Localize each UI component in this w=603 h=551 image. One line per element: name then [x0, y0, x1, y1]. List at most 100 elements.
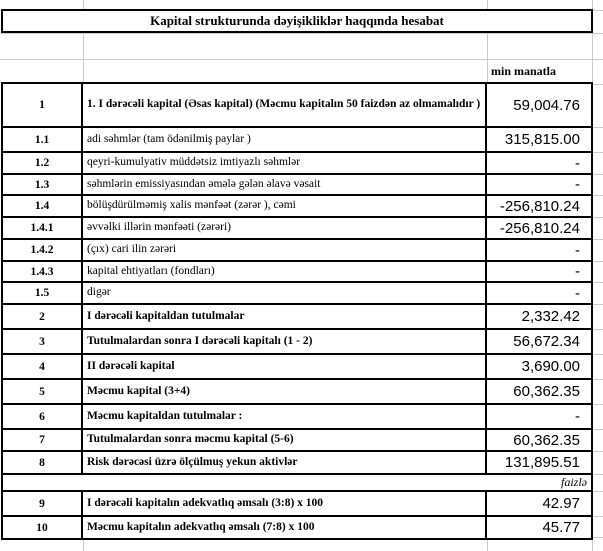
row-value-cell[interactable]: - — [575, 176, 580, 193]
row-label-cell[interactable]: Məcmu kapitalın adekvatlıq əmsalı (7:8) … — [83, 517, 487, 538]
gridline — [592, 84, 603, 85]
gridline-stub — [592, 305, 603, 330]
table-row: 10 Məcmu kapitalın adekvatlıq əmsalı (7:8… — [3, 517, 591, 538]
row-value-cell[interactable]: -256,810.24 — [499, 219, 580, 237]
row-value-cell[interactable]: 3,690.00 — [521, 358, 580, 375]
table-row: 7 Tutulmalardan sonra məcmu kapital (5-6)… — [3, 430, 591, 452]
row-label-cell[interactable]: Tutulmalardan sonra məcmu kapital (5-6) — [83, 430, 487, 450]
row-number-cell[interactable]: 6 — [3, 405, 83, 428]
gridline-stub — [592, 196, 603, 218]
row-label-cell[interactable]: adi səhmlər (tam ödənilmiş paylar ) — [83, 128, 487, 151]
row-number-cell[interactable]: 1.4 — [3, 196, 83, 216]
row-label-cell[interactable]: əvvəlki illərin mənfəəti (zərəri) — [83, 218, 487, 238]
gridline-stub — [592, 405, 603, 430]
table-row: 8 Risk dərəcəsi üzrə ölçülmuş yekun aktiv… — [3, 452, 591, 475]
row-label-cell[interactable]: I dərəcəli kapitaldan tutulmalar — [83, 305, 487, 328]
table-row: 1.4 bölüşdürülməmiş xalis mənfəət (zərər … — [3, 196, 591, 218]
row-number-cell[interactable]: 9 — [3, 492, 83, 515]
row-number-cell[interactable]: 10 — [3, 517, 83, 538]
row-value-cell[interactable]: 2,332.42 — [521, 308, 580, 325]
gridline-stub — [592, 380, 603, 405]
row-value-cell[interactable]: - — [575, 154, 580, 172]
row-number-cell[interactable]: 1.4.2 — [3, 240, 83, 260]
gridline-stub — [592, 517, 603, 538]
gridline-stub — [592, 153, 603, 175]
row-number-cell[interactable]: 2 — [3, 305, 83, 328]
row-label-cell[interactable]: bölüşdürülməmiş xalis mənfəət (zərər ), … — [83, 196, 487, 216]
row-label-cell[interactable]: qeyri-kumulyativ müddətsiz imtiyazlı səh… — [83, 153, 487, 173]
row-label-cell[interactable]: I dərəcəli kapitalın adekvatlıq əmsalı (… — [83, 492, 487, 515]
gridline-stub — [592, 84, 603, 128]
gridline-stub — [592, 330, 603, 355]
gridline-stub — [592, 262, 603, 283]
table-row: 3 Tutulmalardan sonra I dərəcəli kapitalı… — [3, 330, 591, 355]
row-label-cell[interactable]: digər — [83, 283, 487, 303]
gridline-stub — [592, 175, 603, 196]
percent-unit-row[interactable]: faizlə — [3, 475, 591, 492]
report-title: Kapital strukturunda dəyişikliklər haqqı… — [150, 13, 444, 28]
gridline-stub-column — [592, 84, 603, 538]
row-number-cell[interactable]: 1.3 — [3, 175, 83, 194]
gridline-stub — [592, 240, 603, 262]
row-value-cell[interactable]: - — [575, 284, 580, 302]
row-number-cell[interactable]: 1.2 — [3, 153, 83, 173]
table-row: 5 Məcmu kapital (3+4) 60,362.35 — [3, 380, 591, 405]
row-value-cell[interactable]: - — [575, 263, 580, 280]
row-number-cell[interactable]: 7 — [3, 430, 83, 450]
row-value-cell[interactable]: 315,815.00 — [504, 131, 580, 148]
gridline-stub — [592, 218, 603, 240]
row-label-cell[interactable]: kapital ehtiyatları (fondları) — [83, 262, 487, 281]
row-number-cell[interactable]: 8 — [3, 452, 83, 473]
gridline-stub — [592, 492, 603, 517]
row-value-cell[interactable]: 60,362.35 — [513, 431, 580, 449]
row-value-cell[interactable]: 59,004.76 — [513, 96, 580, 114]
row-label-cell[interactable]: Məcmu kapitaldan tutulmalar : — [83, 405, 487, 428]
gridline-stub — [592, 355, 603, 380]
row-number-cell[interactable]: 4 — [3, 355, 83, 378]
row-value-cell[interactable]: 60,362.35 — [513, 383, 580, 400]
row-number-cell[interactable]: 1.4.3 — [3, 262, 83, 281]
table-row: 1.4.1 əvvəlki illərin mənfəəti (zərəri) -2… — [3, 218, 591, 240]
row-number-cell[interactable]: 1 — [3, 84, 83, 126]
row-label-cell[interactable]: Tutulmalardan sonra I dərəcəli kapitalı … — [83, 330, 487, 353]
gridline-stub — [592, 128, 603, 153]
unit-label-min-manatla[interactable]: min manatla — [489, 60, 593, 83]
row-number-cell[interactable]: 1.1 — [3, 128, 83, 151]
gridline — [0, 33, 603, 34]
gridline-stub — [592, 430, 603, 452]
table-row: 1.1 adi səhmlər (tam ödənilmiş paylar ) 31… — [3, 128, 591, 153]
table-row: 1.4.2 (çıx) cari ilin zərəri - — [3, 240, 591, 262]
unit-label-text: min manatla — [491, 64, 557, 78]
row-value-cell[interactable]: - — [575, 408, 580, 425]
table-row: 1.2 qeyri-kumulyativ müddətsiz imtiyazlı … — [3, 153, 591, 175]
table-row: 1.4.3 kapital ehtiyatları (fondları) - — [3, 262, 591, 283]
row-value-cell[interactable]: 131,895.51 — [504, 454, 580, 471]
row-label-cell[interactable]: II dərəcəli kapital — [83, 355, 487, 378]
row-value-cell[interactable]: 42.97 — [542, 495, 580, 512]
gridline-stub — [592, 475, 603, 492]
row-number-cell[interactable]: 1.4.1 — [3, 218, 83, 238]
row-label-cell[interactable]: Risk dərəcəsi üzrə ölçülmuş yekun aktivl… — [83, 452, 487, 473]
row-label-cell[interactable]: 1. I dərəcəli kapital (Əsas kapital) (Mə… — [83, 84, 487, 126]
row-value-cell[interactable]: 56,672.34 — [513, 333, 580, 350]
row-value-cell[interactable]: -256,810.24 — [499, 197, 580, 215]
row-label-cell[interactable]: Məcmu kapital (3+4) — [83, 380, 487, 403]
row-label-cell[interactable]: (çıx) cari ilin zərəri — [83, 240, 487, 260]
capital-structure-table: 1 1. I dərəcəli kapital (Əsas kapital) (M… — [1, 82, 593, 540]
row-value-cell[interactable]: 45.77 — [542, 519, 580, 536]
row-number-cell[interactable]: 1.5 — [3, 283, 83, 303]
row-value-cell[interactable]: - — [575, 241, 580, 259]
row-number-cell[interactable]: 5 — [3, 380, 83, 403]
table-row: 1.5 digər - — [3, 283, 591, 305]
gridline — [0, 59, 603, 60]
table-row: 4 II dərəcəli kapital 3,690.00 — [3, 355, 591, 380]
row-label-cell[interactable]: səhmlərin emissiyasından əmələ gələn əla… — [83, 175, 487, 194]
row-number-cell[interactable]: 3 — [3, 330, 83, 353]
gridline-stub — [592, 283, 603, 305]
table-row: 1.3 səhmlərin emissiyasından əmələ gələn … — [3, 175, 591, 196]
gridline-stub — [592, 452, 603, 475]
report-title-cell[interactable]: Kapital strukturunda dəyişikliklər haqqı… — [1, 9, 593, 33]
